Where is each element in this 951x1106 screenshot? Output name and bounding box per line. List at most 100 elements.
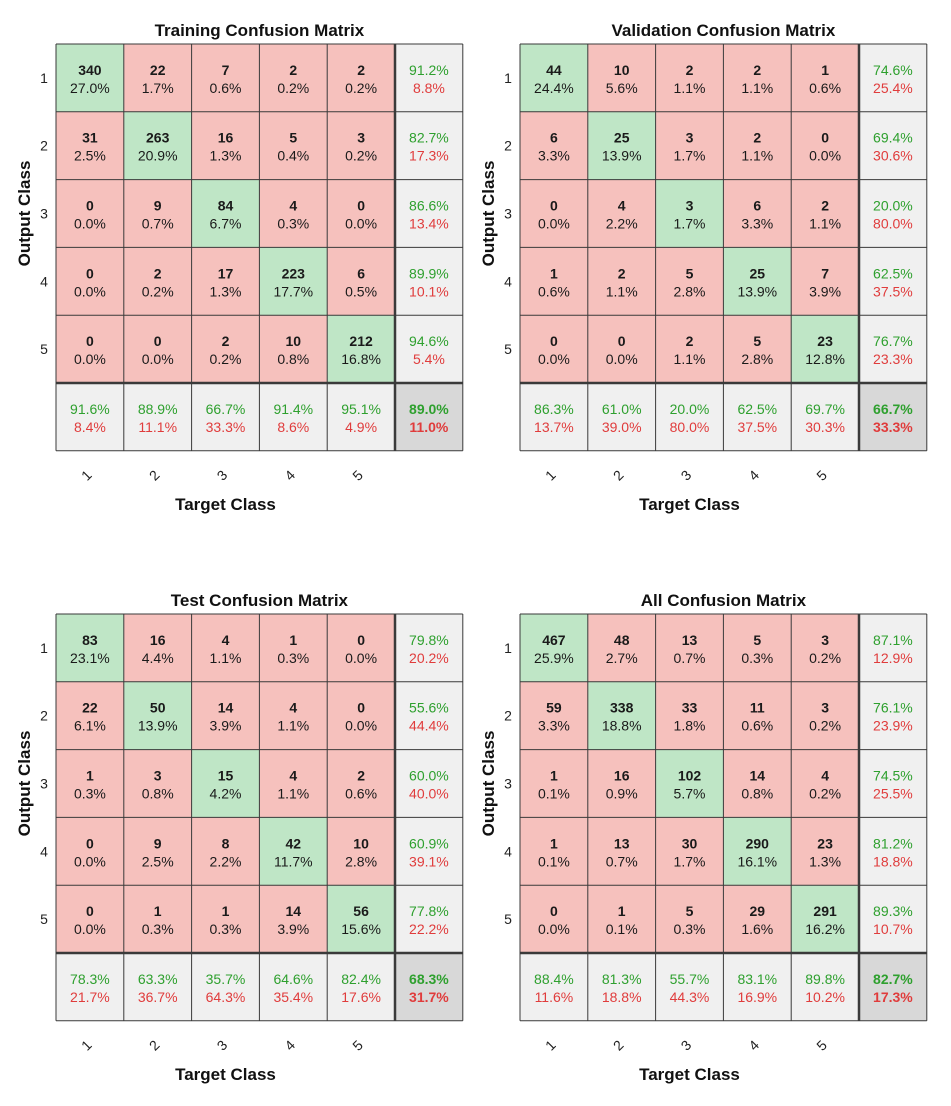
- cell-percent: 20.9%: [138, 148, 178, 164]
- row-error: 25.4%: [873, 80, 913, 96]
- diagonal-cell: [327, 885, 395, 953]
- off-diagonal-cell: [191, 44, 260, 112]
- row-precision: 87.1%: [873, 632, 913, 648]
- cell-count: 13: [614, 835, 630, 851]
- cell-count: 2: [357, 62, 365, 78]
- col-recall: 78.3%: [70, 971, 110, 987]
- row-error: 10.1%: [409, 283, 449, 299]
- cell-percent: 2.2%: [210, 853, 242, 869]
- cell-count: 212: [349, 333, 373, 349]
- cell-percent: 0.0%: [74, 853, 106, 869]
- off-diagonal-cell: [327, 681, 395, 750]
- row-error: 12.9%: [873, 650, 913, 666]
- off-diagonal-cell: [520, 749, 588, 818]
- col-summary-cell: [791, 953, 859, 1021]
- row-summary-cell: [859, 315, 927, 383]
- col-recall: 86.3%: [534, 401, 574, 417]
- off-diagonal-cell: [791, 247, 859, 316]
- off-diagonal-cell: [723, 614, 792, 682]
- cell-percent: 0.6%: [210, 80, 242, 96]
- overall-error: 33.3%: [873, 419, 913, 435]
- y-tick-label: 5: [40, 341, 48, 357]
- y-tick-label: 5: [40, 911, 48, 927]
- col-error: 18.8%: [602, 989, 642, 1005]
- cell-percent: 0.1%: [606, 921, 638, 937]
- row-precision: 86.6%: [409, 198, 449, 214]
- row-error: 18.8%: [873, 853, 913, 869]
- off-diagonal-cell: [587, 614, 656, 682]
- cell-percent: 0.6%: [538, 283, 570, 299]
- cell-percent: 0.4%: [277, 148, 309, 164]
- off-diagonal-cell: [191, 247, 260, 316]
- col-error: 10.2%: [805, 989, 845, 1005]
- overall-cell: [395, 383, 463, 451]
- off-diagonal-cell: [56, 111, 124, 180]
- row-error: 25.5%: [873, 786, 913, 802]
- cell-percent: 1.1%: [809, 216, 841, 232]
- cell-percent: 3.9%: [809, 283, 841, 299]
- row-error: 23.9%: [873, 718, 913, 734]
- y-tick-label: 1: [40, 70, 48, 86]
- row-error: 39.1%: [409, 853, 449, 869]
- cell-percent: 15.6%: [341, 921, 381, 937]
- cell-count: 1: [821, 62, 829, 78]
- off-diagonal-cell: [520, 681, 588, 750]
- cell-percent: 0.0%: [606, 351, 638, 367]
- off-diagonal-cell: [791, 681, 859, 750]
- cell-count: 4: [222, 632, 230, 648]
- y-axis-label: Output Class: [479, 161, 498, 267]
- col-recall: 35.7%: [206, 971, 246, 987]
- col-error: 8.4%: [74, 419, 106, 435]
- off-diagonal-cell: [791, 817, 859, 886]
- off-diagonal-cell: [587, 315, 656, 383]
- cell-percent: 0.9%: [606, 786, 638, 802]
- cell-percent: 3.3%: [538, 718, 570, 734]
- cell-percent: 13.9%: [138, 718, 178, 734]
- row-summary-cell: [395, 111, 463, 180]
- cell-percent: 0.3%: [277, 650, 309, 666]
- cell-count: 1: [154, 903, 162, 919]
- off-diagonal-cell: [56, 179, 124, 248]
- cell-percent: 13.9%: [602, 148, 642, 164]
- row-precision: 74.5%: [873, 768, 913, 784]
- cell-count: 1: [550, 265, 558, 281]
- cell-count: 44: [546, 62, 562, 78]
- diagonal-cell: [123, 111, 192, 180]
- off-diagonal-cell: [123, 179, 192, 248]
- cell-percent: 0.2%: [809, 786, 841, 802]
- cell-percent: 0.0%: [538, 351, 570, 367]
- cell-count: 3: [686, 130, 694, 146]
- off-diagonal-cell: [655, 111, 724, 180]
- row-summary-cell: [395, 749, 463, 818]
- cell-count: 5: [753, 632, 761, 648]
- col-summary-cell: [587, 953, 656, 1021]
- off-diagonal-cell: [191, 315, 260, 383]
- cell-count: 1: [222, 903, 230, 919]
- off-diagonal-cell: [723, 179, 792, 248]
- cell-percent: 0.0%: [74, 351, 106, 367]
- row-precision: 62.5%: [873, 265, 913, 281]
- cell-percent: 2.8%: [741, 351, 773, 367]
- y-tick-label: 3: [40, 206, 48, 222]
- col-recall: 63.3%: [138, 971, 178, 987]
- row-summary-cell: [859, 247, 927, 316]
- cell-count: 83: [82, 632, 98, 648]
- col-summary-cell: [56, 383, 124, 451]
- row-summary-cell: [859, 179, 927, 248]
- y-tick-label: 2: [504, 138, 512, 154]
- y-tick-label: 4: [504, 273, 512, 289]
- col-error: 30.3%: [805, 419, 845, 435]
- cell-count: 50: [150, 700, 166, 716]
- cell-count: 291: [813, 903, 837, 919]
- off-diagonal-cell: [191, 111, 260, 180]
- cell-count: 7: [222, 62, 230, 78]
- col-summary-cell: [327, 383, 395, 451]
- off-diagonal-cell: [191, 614, 260, 682]
- col-summary-cell: [259, 383, 328, 451]
- diagonal-cell: [655, 749, 724, 818]
- col-recall: 89.8%: [805, 971, 845, 987]
- row-error: 5.4%: [413, 351, 445, 367]
- x-tick-label: 5: [349, 467, 366, 484]
- cell-percent: 0.8%: [277, 351, 309, 367]
- cell-count: 0: [154, 333, 162, 349]
